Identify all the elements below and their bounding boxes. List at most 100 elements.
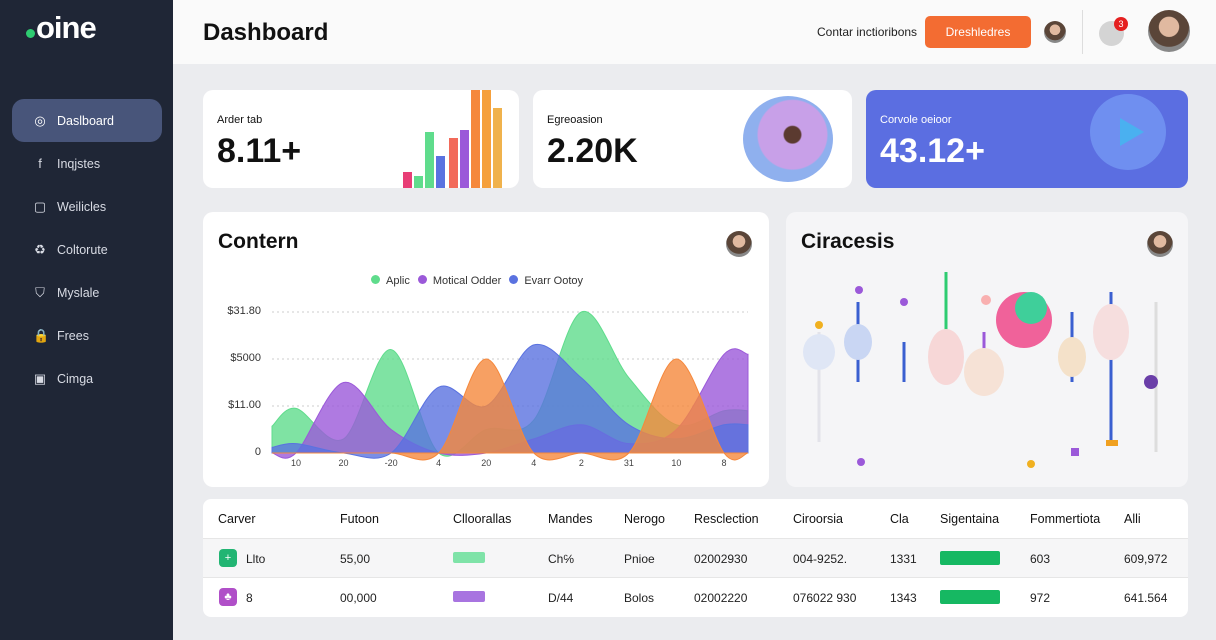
cell-futoon: 55,00 [340, 552, 371, 566]
table-row[interactable]: + Llto 55,00 Ch℅ Pnioe 02002930 004-9252. 1331 6… [203, 538, 1188, 577]
column-header[interactable]: Ciroorsia [793, 512, 844, 526]
area-series-3 [272, 358, 749, 461]
cell-ciroorsia: 076022 930 [793, 591, 857, 605]
mini-bar [460, 130, 469, 188]
mini-bar [414, 176, 423, 188]
chart-title: Contern [218, 230, 299, 253]
sidebar-item-label: Cimga [57, 371, 94, 386]
mini-bar [471, 90, 480, 188]
mini-bar [425, 132, 434, 188]
column-header[interactable]: Mandes [548, 512, 593, 526]
sidebar-item-label: Weilicles [57, 199, 107, 214]
mini-bar [436, 156, 445, 188]
color-swatch [453, 552, 485, 563]
legend-item[interactable]: Motical Odder [417, 275, 501, 287]
stat-label: Corvole oeioor [880, 114, 952, 126]
y-tick-label: 0 [254, 446, 261, 458]
color-swatch [453, 591, 485, 602]
header-action-button[interactable]: Dreshledres [925, 16, 1031, 48]
mini-bar [449, 138, 458, 188]
cell-mandes: Ch℅ [548, 552, 574, 566]
sidebar-item-1[interactable]: f Inqjstes [12, 142, 162, 185]
sidebar: oine ◎ Daslboard f Inqjstes ▢ Weilicles ♻ Colto… [0, 0, 173, 640]
x-tick-label: 10 [290, 458, 301, 468]
legend-label: Evarr Ootoy [524, 275, 584, 287]
cell-cla: 1343 [890, 591, 917, 605]
cell-mandes: D/44 [548, 591, 574, 605]
decorative-illustration [803, 272, 1158, 468]
logo-text: oine [36, 10, 97, 45]
column-header[interactable]: Futoon [340, 512, 379, 526]
x-tick-label: 20 [481, 458, 492, 468]
column-header[interactable]: Alli [1124, 512, 1141, 526]
panel-title: Ciracesis [801, 230, 895, 253]
x-tick-label: 8 [721, 458, 727, 468]
decorative-illustration [743, 96, 833, 182]
row-icon: ♣ [219, 588, 237, 606]
y-tick-label: $11.00 [228, 399, 261, 411]
sidebar-nav: ◎ Daslboard f Inqjstes ▢ Weilicles ♻ Coltorute ⛉… [12, 99, 162, 400]
column-header[interactable]: Cla [890, 512, 909, 526]
cell-fommertiota: 972 [1030, 591, 1051, 605]
cell-name: Llto [246, 552, 266, 566]
area-chart [271, 311, 749, 461]
x-tick-label: -20 [384, 458, 398, 468]
mini-bar [493, 108, 502, 188]
y-tick-label: $5000 [230, 352, 261, 364]
legend-swatch [371, 275, 380, 284]
x-tick-label: 4 [436, 458, 442, 468]
cell-resclection: 02002220 [694, 591, 748, 605]
play-icon [1090, 94, 1166, 170]
legend-item[interactable]: Evarr Ootoy [509, 275, 583, 287]
stat-card-1: Arder tab 8.11+ [203, 90, 519, 188]
status-bar [940, 590, 1000, 604]
panel-avatar[interactable] [1147, 231, 1173, 257]
avatar-small[interactable] [1044, 21, 1066, 43]
stat-label: Egreoasion [547, 114, 603, 126]
logo[interactable]: oine [26, 10, 97, 46]
column-header[interactable]: Clloorallas [453, 512, 512, 526]
sidebar-item-5[interactable]: 🔒 Frees [12, 314, 162, 357]
header: Dashboard Contar inctioribons Dreshledre… [173, 0, 1216, 64]
chart-avatar[interactable] [726, 231, 752, 257]
legend-swatch [417, 275, 427, 284]
cell-ciroorsia: 004-9252. [793, 552, 848, 566]
column-header[interactable]: Fommertiota [1030, 512, 1101, 526]
legend-label: Aplic [386, 275, 410, 287]
mini-bar [482, 90, 491, 188]
sidebar-item-3[interactable]: ♻ Coltorute [12, 228, 162, 271]
cell-futoon: 00,000 [340, 591, 377, 605]
x-tick-label: 20 [338, 458, 349, 468]
column-header[interactable]: Sigentaina [940, 512, 1000, 526]
cell-resclection: 02002930 [694, 552, 748, 566]
legend-item[interactable]: Aplic [371, 275, 410, 287]
page-title: Dashboard [203, 19, 329, 46]
sidebar-item-0[interactable]: ◎ Daslboard [12, 99, 162, 142]
notification-badge: 3 [1114, 17, 1128, 31]
square-icon: ▢ [33, 198, 47, 214]
sidebar-item-4[interactable]: ⛉ Myslale [12, 271, 162, 314]
column-header[interactable]: Carver [218, 512, 256, 526]
y-tick-label: $31.80 [227, 305, 261, 317]
cell-alli: 609,972 [1124, 552, 1168, 566]
sidebar-item-label: Daslboard [57, 113, 114, 128]
column-header[interactable]: Nerogo [624, 512, 665, 526]
sidebar-item-label: Inqjstes [57, 156, 101, 171]
cell-alli: 641.564 [1124, 591, 1168, 605]
sidebar-item-2[interactable]: ▢ Weilicles [12, 185, 162, 228]
stat-value: 8.11+ [217, 132, 302, 170]
stat-card-2: Egreoasion 2.20K [533, 90, 852, 188]
column-header[interactable]: Resclection [694, 512, 759, 526]
cell-name: 8 [246, 591, 253, 605]
sidebar-item-6[interactable]: ▣ Cimga [12, 357, 162, 400]
target-icon: ◎ [34, 112, 46, 128]
table-row[interactable]: ♣ 8 00,000 D/44 Bolos 02002220 076022 930 1343 9… [203, 577, 1188, 616]
user-avatar[interactable] [1148, 10, 1190, 52]
x-tick-label: 4 [531, 458, 537, 468]
cell-cla: 1331 [890, 552, 917, 566]
header-link[interactable]: Contar inctioribons [817, 25, 918, 39]
chart-legend: Aplic Motical Odder Evarr Ootoy [371, 275, 583, 287]
mini-bar [403, 172, 412, 188]
cell-nerogo: Bolos [624, 591, 655, 605]
legend-swatch [509, 275, 519, 284]
